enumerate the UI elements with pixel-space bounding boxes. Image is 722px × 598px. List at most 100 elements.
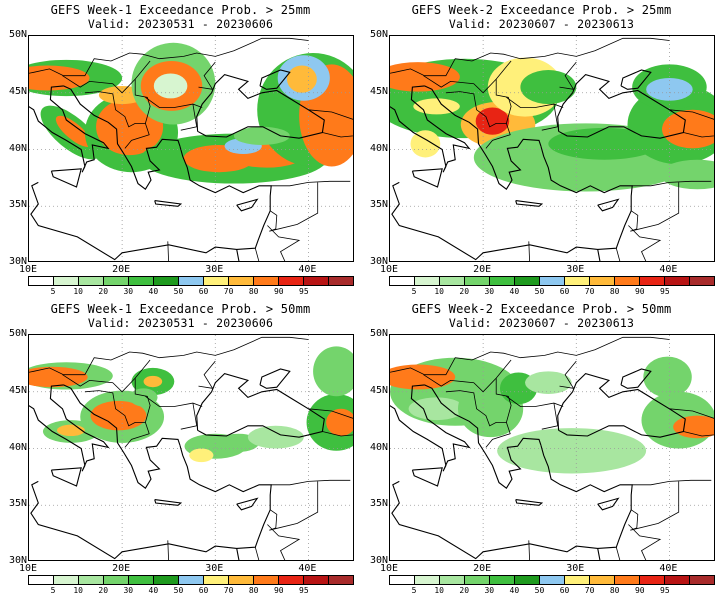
- lat-tick-label: 40N: [369, 441, 388, 453]
- map-panel: GEFS Week-1 Exceedance Prob. > 25mm Valid…: [0, 0, 361, 299]
- probability-contour: [143, 375, 163, 388]
- country-border: [269, 182, 319, 232]
- country-border: [669, 109, 714, 120]
- map-area: [28, 334, 354, 561]
- probability-contour: [153, 73, 188, 99]
- coastline: [236, 249, 240, 261]
- colorbar-swatch: [79, 576, 104, 584]
- country-border: [506, 395, 564, 407]
- lat-tick-label: 30N: [8, 256, 27, 267]
- probability-contour: [55, 115, 92, 147]
- colorbar-tick-label: 60: [198, 586, 209, 595]
- colorbar-tick-label: 10: [73, 287, 83, 296]
- colorbar: [389, 276, 715, 286]
- country-border: [322, 431, 353, 437]
- colorbar-swatch: [415, 576, 440, 584]
- colorbar-tick-label: 50: [173, 586, 184, 595]
- colorbar-swatch: [615, 277, 640, 285]
- country-border: [683, 431, 714, 437]
- coastline: [391, 145, 633, 261]
- colorbar-tick-label: 90: [634, 586, 645, 595]
- country-border: [167, 241, 169, 261]
- colorbar-swatch: [590, 277, 615, 285]
- country-border: [528, 540, 530, 560]
- colorbar-tick-label: 10: [73, 586, 83, 595]
- colorbar-tick-label: 90: [273, 586, 284, 595]
- panel-title: GEFS Week-1 Exceedance Prob. > 25mm: [50, 3, 311, 17]
- colorbar-swatch: [490, 576, 515, 584]
- probability-contour: [673, 415, 714, 439]
- coastline: [597, 249, 601, 261]
- coastline: [390, 85, 471, 173]
- colorbar-tick-label: 5: [411, 287, 417, 296]
- colorbar-swatch: [515, 576, 540, 584]
- probability-contour: [520, 70, 577, 105]
- probability-contour: [646, 77, 693, 101]
- panel-valid-dates: Valid: 20230531 - 20230606: [87, 17, 274, 31]
- coastline: [424, 85, 542, 191]
- coastline: [154, 499, 183, 506]
- colorbar-swatch: [229, 576, 254, 584]
- probability-contour: [410, 130, 441, 158]
- coastline: [30, 444, 272, 560]
- colorbar: [28, 276, 354, 286]
- colorbar-swatch: [204, 576, 229, 584]
- coastline: [259, 69, 291, 90]
- probability-contour: [233, 126, 290, 145]
- colorbar-swatch: [640, 277, 665, 285]
- country-border: [559, 360, 577, 389]
- lat-tick-label: 30N: [369, 555, 388, 566]
- country-border: [615, 248, 621, 261]
- country-border: [322, 132, 353, 138]
- country-border: [145, 395, 203, 407]
- country-border: [29, 336, 309, 376]
- lon-tick-label: 40E: [659, 264, 678, 275]
- country-border: [180, 403, 198, 430]
- coastline: [63, 384, 181, 490]
- coastline: [424, 384, 542, 490]
- colorbar-tick-label: 90: [273, 287, 284, 296]
- coastline: [620, 69, 652, 90]
- colorbar-tick-label: 60: [559, 287, 570, 296]
- colorbar-tick-label: 80: [609, 287, 620, 296]
- country-border: [630, 182, 680, 232]
- precip-probability-map: [29, 335, 353, 560]
- country-border: [84, 91, 150, 149]
- colorbar-swatch: [515, 277, 540, 285]
- colorbar-tick-label: 20: [98, 586, 109, 595]
- colorbar-tick-label: 80: [248, 586, 259, 595]
- colorbar-tick-label: 40: [509, 287, 520, 296]
- colorbar-swatch: [690, 277, 714, 285]
- colorbar-swatch: [640, 576, 665, 584]
- country-border: [271, 479, 351, 486]
- colorbar-tick-label: 30: [484, 586, 495, 595]
- coastline: [597, 497, 620, 511]
- probability-contour: [29, 366, 88, 388]
- probability-contour: [475, 107, 510, 135]
- lon-tick-label: 40E: [659, 563, 678, 574]
- colorbar-swatch: [254, 277, 279, 285]
- colorbar-tick-label: 20: [459, 586, 470, 595]
- lon-tick-label: 20E: [473, 563, 492, 574]
- country-border: [495, 79, 512, 124]
- colorbar: [389, 575, 715, 585]
- precip-probability-map: [29, 36, 353, 261]
- coastline: [597, 548, 601, 560]
- probability-contour: [247, 425, 304, 449]
- colorbar-tick-label: 80: [609, 586, 620, 595]
- lon-tick-label: 10E: [379, 264, 399, 275]
- colorbar-swatch: [29, 277, 54, 285]
- colorbar-swatch: [465, 576, 490, 584]
- colorbar-swatch: [229, 277, 254, 285]
- country-border: [683, 132, 714, 138]
- colorbar-swatch: [540, 277, 565, 285]
- lon-tick-label: 20E: [112, 264, 131, 275]
- colorbar-swatch: [415, 277, 440, 285]
- colorbar-swatch: [279, 576, 304, 584]
- colorbar-tick-label: 10: [434, 586, 444, 595]
- country-border: [390, 336, 670, 376]
- probability-contour: [408, 397, 465, 421]
- colorbar-swatch: [390, 576, 415, 584]
- colorbar-tick-label: 95: [660, 586, 670, 595]
- country-border: [541, 104, 559, 131]
